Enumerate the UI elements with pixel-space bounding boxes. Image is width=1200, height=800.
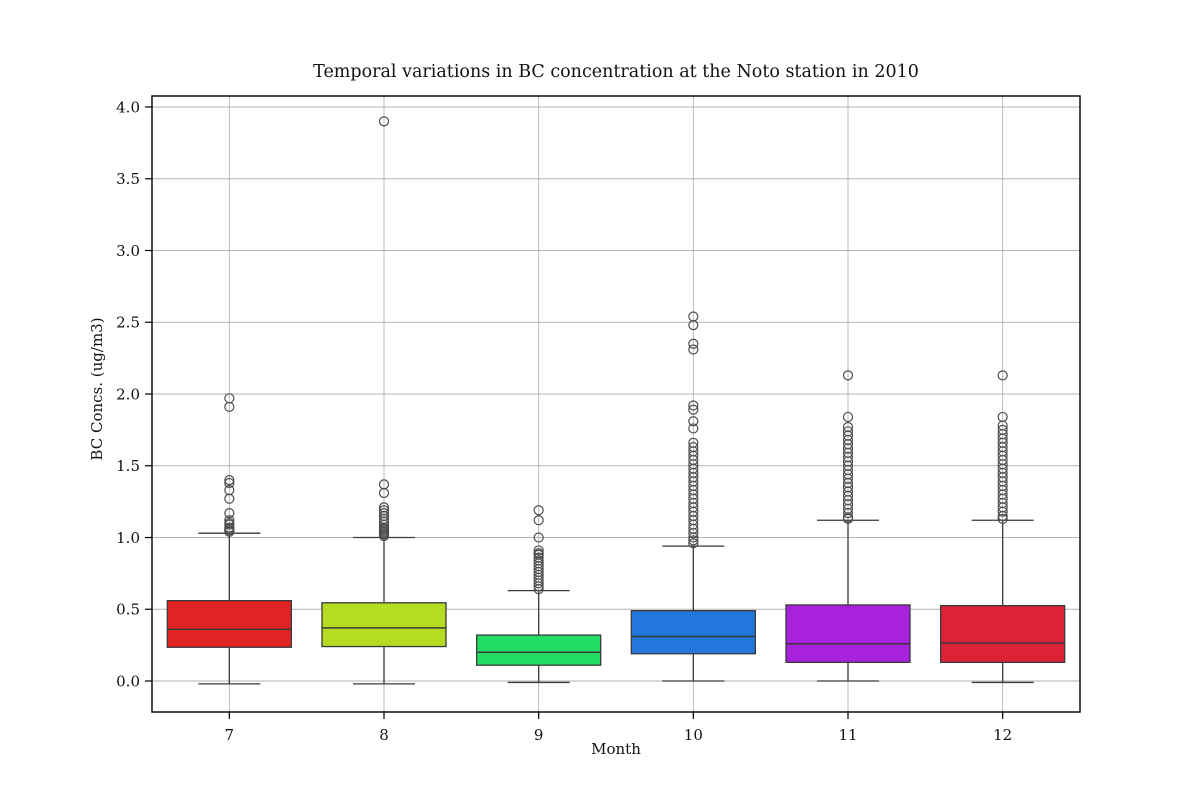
box-month-12 (940, 605, 1066, 663)
outlier-month-8 (378, 116, 390, 127)
outlier-month-9 (533, 545, 544, 556)
y-tick-label: 0.0 (116, 672, 140, 690)
outlier-month-10 (688, 344, 699, 355)
outlier-month-12 (997, 506, 1008, 517)
outlier-month-10 (688, 535, 699, 546)
outlier-month-10 (688, 320, 699, 331)
x-tick-label: 10 (684, 726, 703, 744)
outlier-month-9 (533, 515, 544, 526)
outlier-month-10 (688, 338, 699, 349)
x-axis-label: Month (591, 740, 641, 758)
x-tick-label: 9 (534, 726, 544, 744)
outlier-month-9 (533, 581, 544, 592)
outlier-month-8 (378, 530, 390, 542)
outlier-month-11 (842, 513, 854, 524)
outlier-month-10 (688, 528, 699, 539)
outlier-month-11 (842, 508, 854, 519)
y-tick-label: 1.0 (116, 529, 140, 547)
outlier-month-10 (688, 400, 699, 411)
outlier-month-11 (842, 411, 854, 423)
x-tick-label: 12 (993, 726, 1012, 744)
outlier-month-7 (224, 526, 235, 537)
y-tick-label: 2.0 (116, 385, 140, 403)
y-tick-label: 2.5 (116, 314, 140, 332)
outlier-month-10 (688, 416, 699, 427)
y-tick-label: 4.0 (116, 98, 140, 116)
outlier-month-10 (688, 423, 699, 434)
box-month-7 (166, 599, 292, 648)
outlier-month-9 (533, 505, 544, 516)
outlier-month-7 (224, 477, 235, 489)
outlier-month-10 (688, 538, 699, 549)
outlier-month-10 (688, 404, 699, 415)
y-tick-label: 0.5 (116, 601, 140, 619)
outlier-month-7 (224, 493, 235, 504)
x-tick-label: 8 (379, 726, 389, 744)
outlier-month-7 (224, 401, 235, 413)
box-month-10 (630, 610, 756, 655)
x-tick-label: 7 (225, 726, 235, 744)
y-tick-label: 3.0 (116, 242, 140, 260)
outlier-month-9 (533, 578, 544, 589)
outlier-month-7 (224, 508, 235, 519)
outlier-month-12 (997, 513, 1008, 524)
outlier-month-7 (224, 475, 235, 486)
outlier-month-11 (842, 370, 854, 381)
chart-title: Temporal variations in BC concentration … (313, 62, 919, 82)
outlier-month-9 (533, 532, 544, 543)
y-tick-label: 1.5 (116, 457, 140, 475)
box-month-9 (476, 634, 602, 666)
outlier-month-9 (533, 584, 544, 595)
outlier-month-10 (688, 532, 699, 543)
box-month-11 (785, 604, 911, 663)
box-month-8 (321, 602, 447, 648)
x-tick-label: 11 (838, 726, 857, 744)
y-tick-label: 3.5 (116, 170, 140, 188)
outlier-month-7 (224, 519, 235, 530)
outlier-month-8 (378, 487, 390, 499)
plot-border (151, 95, 1081, 713)
y-axis-label: BC Concs. (ug/m3) (88, 317, 106, 461)
outlier-month-12 (997, 370, 1008, 381)
outlier-month-12 (997, 510, 1008, 522)
